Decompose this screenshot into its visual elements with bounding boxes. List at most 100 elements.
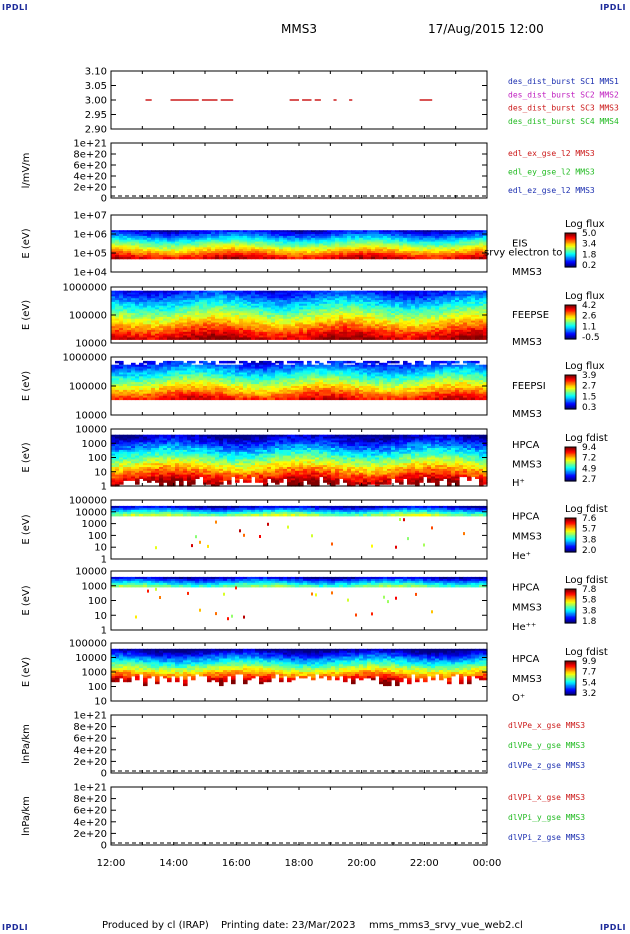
spectrogram-cell xyxy=(343,337,348,340)
spectrogram-cell xyxy=(443,337,448,340)
spectrogram-cell xyxy=(359,257,364,260)
spectrogram-cell xyxy=(159,257,164,260)
spectrogram-cell xyxy=(199,337,204,340)
spectrogram-cell xyxy=(379,257,384,260)
spectrogram-cell xyxy=(207,398,212,401)
spectrogram-cell xyxy=(159,337,164,340)
spectrogram-cell xyxy=(271,337,276,340)
spectrogram-cell xyxy=(203,337,208,340)
spectrogram-cell xyxy=(343,257,348,260)
y-tick-label: 3.10 xyxy=(85,67,107,78)
spectrogram-cell xyxy=(463,337,468,340)
spectrogram-cell xyxy=(111,337,116,340)
spectrogram-cell xyxy=(231,257,236,260)
spectrogram-cell xyxy=(479,257,484,260)
spectrogram-cell xyxy=(195,398,200,401)
spectrogram-cell xyxy=(331,337,336,340)
y-axis-label: E (eV) xyxy=(21,300,32,330)
spectrogram-cell xyxy=(383,257,388,260)
spectrogram-cell xyxy=(239,337,244,340)
y-tick-label: 2e+20 xyxy=(73,183,107,194)
spectrogram-cell xyxy=(459,337,464,340)
spectrogram-cell xyxy=(167,398,172,401)
spectrogram-cell xyxy=(251,398,256,401)
spectrogram-cell xyxy=(351,257,356,260)
spectrogram-cell xyxy=(447,257,452,260)
spectrogram-cell xyxy=(175,337,180,340)
spectrogram-cell xyxy=(243,398,248,401)
spectrogram-cell xyxy=(135,398,140,401)
spectrogram-cell xyxy=(151,398,156,401)
y-tick-label: 3.05 xyxy=(85,81,107,92)
spectrogram-cell xyxy=(223,257,228,260)
spectrogram-cell xyxy=(431,257,436,260)
spectrogram-cell xyxy=(383,337,388,340)
panel-frame xyxy=(111,143,487,198)
spectrogram-cell xyxy=(415,257,420,260)
spectrogram-cell xyxy=(455,257,460,260)
colorbar-tick-label: 4.2 xyxy=(582,301,596,311)
spectrogram-cell xyxy=(363,337,368,340)
spectrogram-cell xyxy=(291,337,296,340)
spectrogram-cell xyxy=(187,398,192,401)
spectrogram-cell xyxy=(371,337,376,340)
spectrogram-cell xyxy=(439,337,444,340)
spectrogram-cell xyxy=(259,398,264,401)
spectrogram-cell xyxy=(255,337,260,340)
panel-side-label: FEEPSE xyxy=(512,310,549,321)
spectrogram-cell xyxy=(211,398,216,401)
spectrogram-cell xyxy=(195,257,200,260)
spectrogram-cell xyxy=(139,398,144,401)
spectrogram-cell xyxy=(347,337,352,340)
spectrogram-cell xyxy=(227,398,232,401)
spectrogram-cell xyxy=(263,398,268,401)
spectrogram-cell xyxy=(235,257,240,260)
spectrogram-cell xyxy=(111,257,116,260)
spectrogram-cell xyxy=(387,257,392,260)
spectrogram-cell xyxy=(275,398,280,401)
spectrogram-cell xyxy=(131,257,136,260)
spectrogram-cell xyxy=(467,257,472,260)
spectrogram-cell xyxy=(287,257,292,260)
spectrogram-cell xyxy=(291,398,296,401)
spectrogram-cell xyxy=(363,257,368,260)
spectrogram-cell xyxy=(219,361,224,364)
spectrogram-cell xyxy=(203,398,208,401)
spectrogram-cell xyxy=(287,337,292,340)
spectrogram-cell xyxy=(439,257,444,260)
y-tick-label: 6e+20 xyxy=(73,161,107,172)
spectrogram-cell xyxy=(259,337,264,340)
spectrogram-cell xyxy=(147,398,152,401)
panel-side-label: MMS3 xyxy=(512,337,542,348)
spectrogram-cell xyxy=(123,337,128,340)
legend-entry: des_dist_burst SC2 MMS2 xyxy=(508,90,619,99)
spectrogram-cell xyxy=(183,398,188,401)
y-tick-label: 3.00 xyxy=(85,96,107,107)
spectrogram-cell xyxy=(139,257,144,260)
spectrogram-cell xyxy=(231,398,236,401)
spectrogram-cell xyxy=(219,257,224,260)
spectrogram-cell xyxy=(407,337,412,340)
spectrogram-cell xyxy=(131,398,136,401)
y-tick-label: 100000 xyxy=(69,311,107,322)
spectrogram-cell xyxy=(359,337,364,340)
spectrogram-cell xyxy=(283,398,288,401)
spectrogram-cell xyxy=(415,337,420,340)
spectrogram-cell xyxy=(247,398,252,401)
spectrogram-cell xyxy=(143,398,148,401)
spectrogram-cell xyxy=(179,398,184,401)
spectrogram-cell xyxy=(367,257,372,260)
spectrogram-cell xyxy=(123,257,128,260)
spectrogram-cell xyxy=(251,257,256,260)
legend-entry: edl_ey_gse_l2 MMS3 xyxy=(508,168,595,177)
spectrogram-cell xyxy=(191,337,196,340)
spectrogram-cell xyxy=(271,398,276,401)
spectrogram-cell xyxy=(135,257,140,260)
spectrogram-cell xyxy=(275,257,280,260)
spectrogram-cell xyxy=(387,337,392,340)
spectrogram-cell xyxy=(119,337,124,340)
spectrogram-cell xyxy=(247,337,252,340)
colorbar-tick-label: -0.5 xyxy=(582,333,600,343)
legend-entry: des_dist_burst SC1 MMS1 xyxy=(508,77,619,86)
